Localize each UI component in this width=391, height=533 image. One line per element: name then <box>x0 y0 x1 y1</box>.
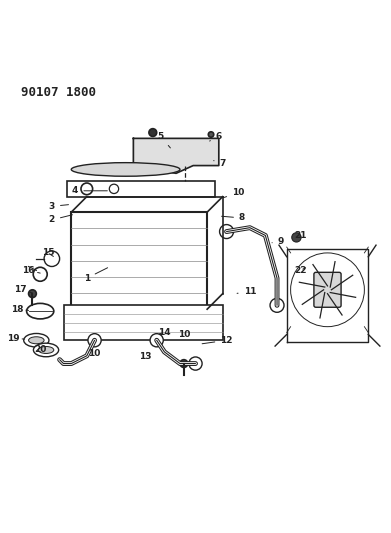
Text: 10: 10 <box>178 330 190 339</box>
Circle shape <box>292 233 301 242</box>
Ellipse shape <box>71 163 180 176</box>
Bar <box>63 305 223 340</box>
Text: 6: 6 <box>210 132 222 141</box>
Text: 10: 10 <box>223 188 244 198</box>
Text: 17: 17 <box>14 285 32 294</box>
Circle shape <box>180 360 188 367</box>
Text: 15: 15 <box>42 248 54 257</box>
Circle shape <box>291 253 364 327</box>
Text: 3: 3 <box>49 202 68 211</box>
Text: 14: 14 <box>158 328 171 337</box>
Text: 18: 18 <box>11 305 29 314</box>
Circle shape <box>220 224 233 239</box>
Text: 12: 12 <box>202 336 233 345</box>
Circle shape <box>270 298 284 312</box>
Ellipse shape <box>29 337 44 344</box>
Circle shape <box>150 334 163 347</box>
Circle shape <box>81 183 93 195</box>
Text: 19: 19 <box>7 334 25 343</box>
Text: 16: 16 <box>22 266 40 275</box>
Circle shape <box>88 334 101 347</box>
Circle shape <box>323 285 332 294</box>
Polygon shape <box>133 139 219 173</box>
Bar <box>71 212 207 309</box>
Circle shape <box>208 132 214 137</box>
Text: 2: 2 <box>49 215 72 224</box>
Text: 5: 5 <box>158 132 170 148</box>
Text: 21: 21 <box>294 231 307 240</box>
Ellipse shape <box>38 346 54 353</box>
Ellipse shape <box>33 343 59 357</box>
Circle shape <box>33 267 47 281</box>
Text: 90107 1800: 90107 1800 <box>21 86 96 99</box>
Circle shape <box>318 280 337 300</box>
Circle shape <box>109 184 118 193</box>
Bar <box>67 181 215 197</box>
Ellipse shape <box>27 303 54 319</box>
Circle shape <box>294 257 361 323</box>
Ellipse shape <box>24 334 49 347</box>
Circle shape <box>149 128 157 136</box>
FancyBboxPatch shape <box>314 272 341 307</box>
Text: 8: 8 <box>222 214 245 222</box>
Text: 11: 11 <box>237 287 256 296</box>
Text: 9: 9 <box>272 237 284 246</box>
Text: 22: 22 <box>294 266 307 275</box>
Text: 1: 1 <box>84 268 108 282</box>
Circle shape <box>44 251 59 266</box>
Text: 10: 10 <box>88 349 101 358</box>
Text: 13: 13 <box>139 352 151 361</box>
Text: 7: 7 <box>213 159 226 168</box>
Text: 4: 4 <box>72 187 107 195</box>
Text: 20: 20 <box>34 345 47 354</box>
Circle shape <box>29 290 36 297</box>
Circle shape <box>189 357 202 370</box>
